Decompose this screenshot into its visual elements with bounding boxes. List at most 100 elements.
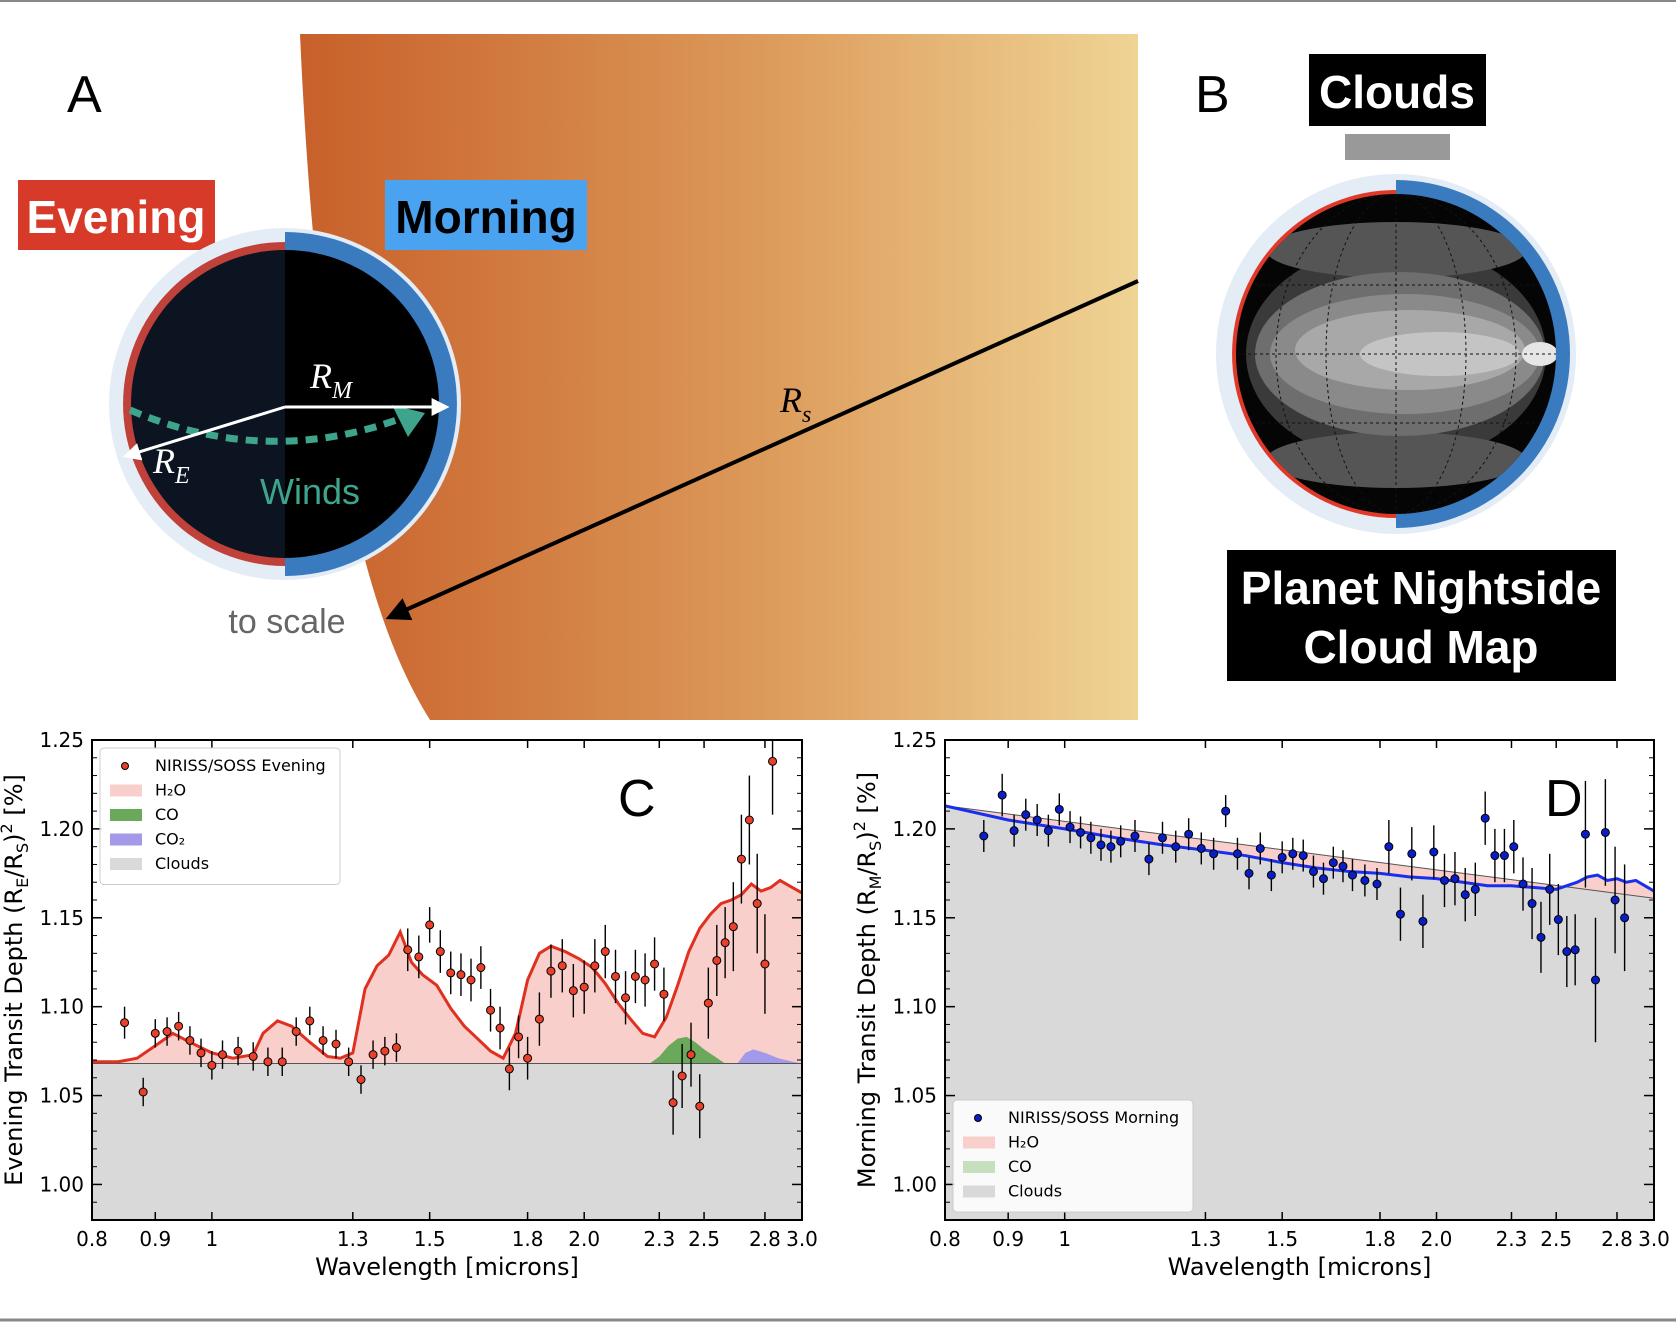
data-point: [1043, 826, 1053, 836]
data-point: [263, 1057, 273, 1067]
data-point: [1460, 890, 1470, 900]
panel-d-chart: 0.8 0.9 1 1.3 1.5 1.8 2.0 2.3 2.5 2.8 3.0 1.00 1.05 1…: [850, 728, 1670, 1281]
data-point: [650, 959, 660, 969]
panel-c-points: [120, 740, 778, 1139]
x-tick-label: 1: [205, 1227, 218, 1251]
rs-arrow: [385, 279, 1139, 621]
data-point: [1106, 842, 1116, 852]
panel-d-letter: D: [1545, 770, 1583, 828]
data-point: [979, 831, 989, 841]
data-point: [523, 1053, 533, 1063]
x-tick-label: 1.5: [414, 1227, 446, 1251]
legend-box: [99, 747, 341, 885]
clouds-label-box: [1309, 54, 1486, 126]
data-point: [1209, 849, 1219, 859]
data-point: [720, 938, 730, 948]
rm-label: RM: [309, 356, 354, 404]
data-point: [1360, 875, 1370, 885]
legend-patch: [110, 858, 142, 870]
y-tick-label: 1.15: [892, 906, 937, 930]
x-tick-label: 2.0: [568, 1227, 600, 1251]
data-point: [207, 1060, 217, 1070]
panel-d-points: [979, 773, 1630, 1043]
data-point: [495, 1023, 505, 1033]
data-point: [1032, 815, 1042, 825]
data-point: [476, 963, 486, 973]
rs-label: Rs: [779, 380, 811, 428]
data-point: [120, 1018, 130, 1028]
y-tick-label: 1.25: [39, 728, 84, 752]
y-tick-label: 1.00: [892, 1172, 937, 1196]
data-point: [1096, 840, 1106, 850]
legend-label: CO: [155, 805, 179, 824]
data-point: [1144, 854, 1154, 864]
data-point: [1518, 879, 1528, 889]
panel-a: A Evening Morning Winds RM RE Rs to scal…: [18, 34, 1139, 720]
data-point: [640, 975, 650, 985]
data-point: [514, 1032, 524, 1042]
planet-morning-half: [285, 250, 439, 558]
data-point: [677, 1071, 687, 1081]
data-point: [1116, 836, 1126, 846]
winds-label: Winds: [260, 471, 360, 512]
data-point: [1184, 829, 1194, 839]
data-point: [1439, 875, 1449, 885]
legend-label: NIRISS/SOSS Evening: [155, 756, 326, 775]
data-point: [1130, 831, 1140, 841]
data-point: [534, 1014, 544, 1024]
x-tick-label: 1.8: [512, 1227, 544, 1251]
data-point: [1372, 879, 1382, 889]
evening-label: Evening: [27, 191, 206, 243]
legend-box: [952, 1099, 1194, 1213]
x-tick-label: 3.0: [786, 1227, 818, 1251]
data-point: [1590, 975, 1600, 985]
panel-a-letter: A: [67, 66, 102, 124]
data-point: [590, 961, 600, 971]
data-point: [1553, 915, 1563, 925]
data-point: [425, 920, 435, 930]
data-point: [1545, 884, 1555, 894]
data-point: [1196, 843, 1206, 853]
data-point: [162, 1027, 172, 1037]
data-point: [305, 1016, 315, 1026]
model-line: [92, 878, 802, 1064]
map-title-box: [1227, 550, 1616, 681]
morning-label-box: [385, 180, 587, 250]
panel-c-chart: 0.8 0.9 1 1.3 1.5 1.8 2.0 2.3 2.5 2.8 3.0 1.00 1.05 1…: [0, 728, 818, 1281]
panel-d-legend: NIRISS/SOSS Morning H₂O CO Clouds: [952, 1099, 1194, 1213]
data-point: [248, 1051, 258, 1061]
winds-arrow: [128, 406, 412, 445]
data-point: [380, 1046, 390, 1056]
evening-label-box: [18, 180, 215, 250]
data-point: [1065, 822, 1075, 832]
panel-c-axes: 0.8 0.9 1 1.3 1.5 1.8 2.0 2.3 2.5 2.8 3.0 1.00 1.05 1…: [0, 728, 818, 1281]
legend-patch: [963, 1185, 995, 1198]
x-axis-title: Wavelength [microns]: [1168, 1253, 1432, 1281]
data-point: [1171, 842, 1181, 852]
data-point: [1395, 909, 1405, 919]
x-tick-label: 2.0: [1421, 1227, 1453, 1251]
co-fill: [649, 1036, 726, 1064]
map-title-line2: Cloud Map: [1303, 621, 1538, 673]
data-point: [752, 899, 762, 909]
legend-marker: [974, 1114, 982, 1122]
y-tick-label: 1.10: [892, 995, 937, 1019]
data-point: [1328, 858, 1338, 868]
data-point: [1021, 810, 1031, 820]
y-tick-label: 1.20: [892, 817, 937, 841]
data-point: [1157, 833, 1167, 843]
y-tick-label: 1.25: [892, 728, 937, 752]
legend-patch: [963, 1161, 995, 1173]
data-point: [1232, 849, 1242, 859]
data-point: [1288, 849, 1298, 859]
data-point: [600, 947, 610, 957]
data-point: [1347, 870, 1357, 880]
data-point: [1610, 895, 1620, 905]
legend-label: H₂O: [1008, 1133, 1039, 1152]
data-point: [1562, 947, 1572, 957]
legend-label: CO₂: [155, 830, 185, 849]
data-point: [368, 1050, 378, 1060]
data-point: [744, 815, 754, 825]
legend-patch: [110, 833, 142, 846]
data-point: [435, 947, 445, 957]
